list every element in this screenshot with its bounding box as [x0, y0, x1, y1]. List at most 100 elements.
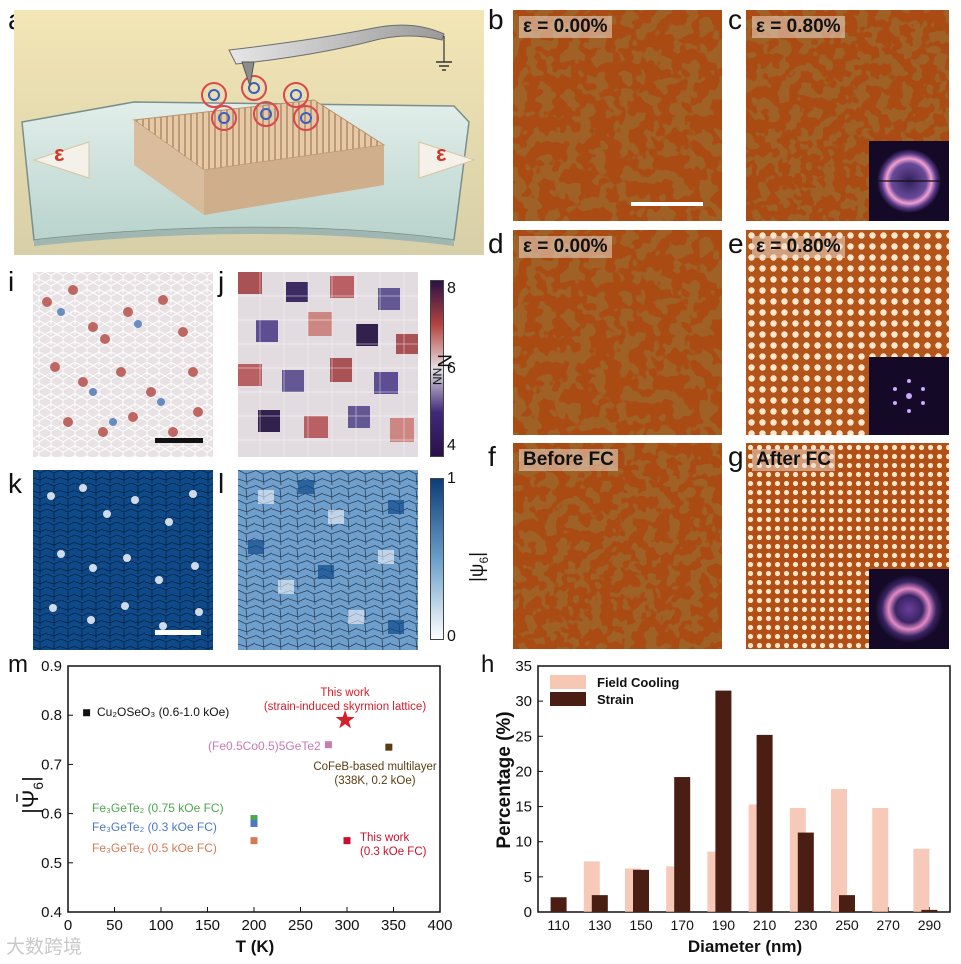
- data-point: [250, 819, 258, 827]
- colorbar-psi: [430, 478, 444, 640]
- watermark: 大数跨境: [6, 936, 83, 958]
- data-point-star: [335, 710, 355, 729]
- mfm-image-e: ε = 0.80%: [746, 230, 949, 435]
- bar-strain: [921, 909, 938, 912]
- legend-label-strain: Strain: [597, 692, 634, 707]
- x-tick-label-m: 0: [64, 917, 72, 934]
- y-tick-label-h: 35: [515, 658, 532, 675]
- voronoi-map-i: [33, 272, 213, 457]
- afm-cantilever: [228, 24, 452, 87]
- schematic-panel-a: ε ε: [14, 10, 484, 255]
- annot-this-work-2-detail: (0.3 kOe FC): [360, 846, 427, 858]
- panel-label-f: f: [488, 441, 496, 472]
- bar-chart-h: 0 5 10 15 20 25 30 35 110 130 150 170 190 210 230 250 27…: [494, 658, 951, 956]
- x-axis-label-m: T (K): [236, 937, 275, 956]
- y-tick-label-h: 30: [515, 693, 532, 710]
- data-point: [250, 837, 258, 845]
- x-tick-label-h: 150: [629, 917, 653, 933]
- caption-c: ε = 0.80%: [752, 16, 845, 38]
- panel-label-b: b: [488, 4, 504, 35]
- annot-feco: (Fe0.5Co0.5)5GeTe2: [208, 739, 321, 753]
- y-tick-label-m: 0.4: [41, 904, 62, 921]
- mfm-image-g: After FC: [746, 443, 949, 649]
- mfm-image-b: ε = 0.00%: [513, 10, 722, 221]
- caption-g: After FC: [752, 449, 835, 471]
- voronoi-map-j: [238, 272, 418, 457]
- panel-label-k: k: [8, 468, 22, 499]
- panel-label-h: h: [481, 651, 495, 678]
- y-tick-label-h: 20: [515, 763, 532, 780]
- legend-swatch-field-cooling: [550, 675, 586, 689]
- caption-f: Before FC: [519, 449, 618, 471]
- bar-strain: [797, 832, 814, 912]
- x-tick-label-m: 200: [241, 917, 266, 934]
- annot-fgt-03: Fe₃GeTe₂ (0.3 kOe FC): [92, 820, 217, 834]
- bar-field-cooling: [913, 848, 930, 912]
- legend-label-field-cooling: Field Cooling: [597, 675, 679, 690]
- y-tick-label-h: 25: [515, 728, 532, 745]
- fft-inset-g: [869, 569, 949, 649]
- film-stack: [132, 99, 386, 215]
- annot-this-work-1: This work: [320, 687, 369, 699]
- y-axis-label-m: |Ψ6|: [18, 776, 46, 814]
- y-tick-label-h: 15: [515, 799, 532, 816]
- data-point: [250, 815, 258, 823]
- y-tick-label-m: 0.5: [41, 855, 62, 872]
- colorbar-nn-label: NNN: [430, 354, 454, 386]
- data-point: [385, 743, 393, 751]
- bar-strain: [715, 690, 732, 912]
- data-point: [343, 837, 351, 845]
- strain-arrow-right: [418, 141, 476, 179]
- y-tick-label-h: 10: [515, 834, 532, 851]
- y-tick-label-m: 0.9: [41, 658, 62, 675]
- voronoi-map-k: [33, 470, 213, 650]
- x-axis-label-h: Diameter (nm): [688, 937, 802, 956]
- x-tick-label-m: 150: [195, 917, 220, 934]
- annot-fgt-075: Fe₃GeTe₂ (0.75 kOe FC): [92, 801, 224, 815]
- scatter-chart-m: 0 50 100 150 200 250 300 350 400 0.4 0.5 0.6 0.7 0.8 0…: [16, 658, 453, 956]
- panel-label-g: g: [728, 441, 744, 472]
- annot-cofeb-detail: (338K, 0.2 kOe): [334, 775, 415, 787]
- skyrmion-spins: [201, 75, 319, 131]
- colorbar-psi-tick-0: 0: [447, 628, 456, 645]
- annot-cofeb: CoFeB-based multilayer: [313, 761, 437, 773]
- annot-fgt-05: Fe₃GeTe₂ (0.5 kOe FC): [92, 841, 217, 855]
- panel-label-e: e: [728, 228, 744, 259]
- annot-this-work-1-detail: (strain-induced skyrmion lattice): [264, 701, 427, 713]
- fft-inset-c: [869, 141, 949, 221]
- colorbar-nn: [430, 280, 444, 457]
- panel-label-m: m: [8, 651, 28, 678]
- panel-label-d: d: [488, 228, 504, 259]
- annot-cu2oseo3: Cu₂OSeO₃ (0.6-1.0 kOe): [97, 705, 229, 719]
- colorbar-psi-label: |ψ6|: [467, 551, 491, 582]
- panel-label-j: j: [218, 266, 225, 297]
- x-tick-label-m: 250: [288, 917, 313, 934]
- y-tick-label-m: 0.7: [41, 756, 62, 773]
- y-tick-label-m: 0.8: [41, 707, 62, 724]
- data-point: [83, 709, 91, 717]
- mfm-image-f: Before FC: [513, 443, 722, 649]
- x-tick-label-m: 50: [106, 917, 123, 934]
- caption-d: ε = 0.00%: [519, 236, 612, 258]
- y-tick-label-h: 5: [524, 869, 532, 886]
- colorbar-psi-tick-1: 1: [447, 470, 456, 487]
- strain-label-left: ε: [54, 141, 65, 166]
- x-tick-label-m: 400: [427, 917, 452, 934]
- x-tick-label-h: 130: [588, 917, 612, 933]
- legend-swatch-strain: [550, 692, 586, 706]
- x-tick-label-h: 190: [712, 917, 736, 933]
- x-tick-label-h: 290: [918, 917, 942, 933]
- bar-strain: [550, 897, 567, 912]
- mfm-image-d: ε = 0.00%: [513, 230, 722, 435]
- panel-label-i: i: [8, 266, 15, 297]
- y-tick-label-m: 0.6: [41, 806, 62, 823]
- colorbar-nn-tick-4: 4: [447, 437, 456, 454]
- strain-label-right: ε: [436, 141, 447, 166]
- x-tick-label-h: 210: [753, 917, 777, 933]
- x-tick-label-h: 230: [794, 917, 818, 933]
- mfm-image-c: ε = 0.80%: [746, 10, 949, 221]
- bar-field-cooling: [872, 807, 889, 912]
- x-tick-label-h: 270: [877, 917, 901, 933]
- bar-strain: [839, 895, 855, 912]
- panel-label-c: c: [728, 4, 742, 35]
